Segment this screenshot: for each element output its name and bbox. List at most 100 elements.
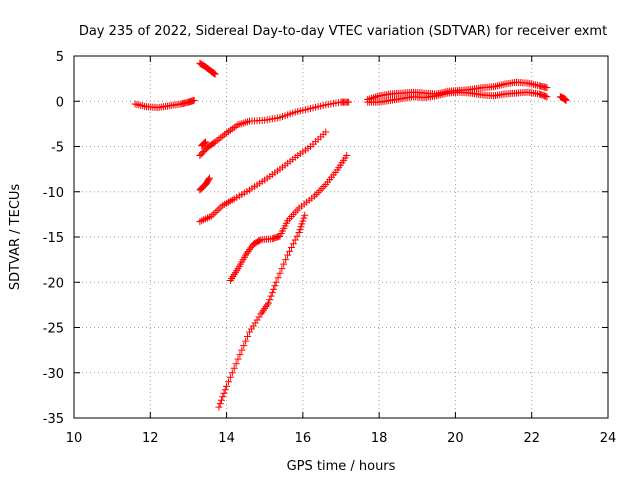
- data-point: [234, 355, 242, 363]
- data-point: [240, 119, 248, 127]
- data-point: [219, 132, 227, 140]
- x-tick-label: 10: [66, 431, 83, 446]
- data-point: [543, 84, 551, 92]
- data-point: [257, 310, 265, 318]
- series-track-8: [215, 211, 309, 411]
- data-point: [256, 236, 264, 244]
- y-tick-label: -30: [43, 367, 64, 382]
- series-track-3: [198, 138, 210, 150]
- data-point: [230, 364, 238, 372]
- data-point: [253, 316, 261, 324]
- data-point: [211, 70, 219, 78]
- data-point: [261, 304, 269, 312]
- y-tick-label: -5: [51, 141, 64, 156]
- data-point: [296, 226, 304, 234]
- data-point: [215, 403, 223, 411]
- data-point: [242, 337, 250, 345]
- data-point: [322, 128, 330, 136]
- data-point: [284, 251, 292, 259]
- y-axis-label: SDTVAR / TECUs: [8, 184, 23, 291]
- data-point: [215, 135, 223, 143]
- data-point: [298, 220, 306, 228]
- data-point: [217, 133, 225, 141]
- data-point: [274, 274, 282, 282]
- data-point: [244, 118, 252, 126]
- data-point: [287, 244, 295, 252]
- x-tick-label: 20: [447, 431, 464, 446]
- data-point: [301, 211, 309, 219]
- data-point: [243, 249, 251, 257]
- data-point: [219, 393, 227, 401]
- data-point: [202, 138, 210, 146]
- data-series: [131, 59, 570, 411]
- x-tick-label: 18: [371, 431, 388, 446]
- data-point: [190, 96, 198, 104]
- data-point: [245, 246, 253, 254]
- data-point: [299, 217, 307, 225]
- y-tick-label: -10: [43, 186, 64, 201]
- y-axis-tick-labels: 5 0 -5 -10 -15 -20 -25 -30 -35: [43, 50, 64, 427]
- data-point: [242, 251, 250, 259]
- series-track-5: [196, 174, 213, 194]
- series-track-2: [196, 59, 219, 78]
- grid: [74, 56, 608, 418]
- x-tick-label: 16: [295, 431, 312, 446]
- chart-title: Day 235 of 2022, Sidereal Day-to-day VTE…: [79, 24, 607, 39]
- data-point: [251, 319, 259, 327]
- series-track-4: [196, 98, 353, 160]
- data-point: [276, 269, 284, 277]
- x-tick-label: 22: [523, 431, 540, 446]
- data-point: [228, 369, 236, 377]
- data-point: [224, 378, 232, 386]
- y-tick-label: 0: [56, 95, 64, 110]
- data-point: [259, 306, 267, 314]
- data-point: [242, 118, 250, 126]
- data-point: [258, 308, 266, 316]
- data-point: [249, 322, 257, 330]
- axis-ticks: [73, 55, 609, 419]
- data-point: [271, 282, 279, 290]
- y-tick-label: 5: [56, 50, 64, 65]
- data-point: [267, 292, 275, 300]
- data-point: [220, 389, 228, 397]
- data-point: [268, 289, 276, 297]
- y-tick-label: -15: [43, 231, 64, 246]
- data-point: [221, 386, 229, 394]
- data-point: [293, 232, 301, 240]
- data-point: [238, 346, 246, 354]
- data-point: [562, 96, 570, 104]
- x-axis-label: GPS time / hours: [287, 459, 396, 474]
- data-point: [205, 174, 213, 182]
- data-point: [232, 360, 240, 368]
- data-point: [245, 328, 253, 336]
- data-point: [265, 299, 273, 307]
- data-point: [282, 256, 290, 264]
- data-point: [543, 93, 551, 101]
- data-point: [291, 236, 299, 244]
- data-point: [200, 139, 208, 147]
- data-point: [247, 244, 255, 252]
- series-track-6: [196, 128, 330, 226]
- y-tick-label: -20: [43, 276, 64, 291]
- data-point: [205, 175, 213, 183]
- data-point: [270, 285, 278, 293]
- data-point: [247, 325, 255, 333]
- data-point: [217, 396, 225, 404]
- data-point: [236, 351, 244, 359]
- data-point: [345, 98, 353, 106]
- data-point: [215, 205, 223, 213]
- data-point: [211, 209, 219, 217]
- data-point: [262, 303, 270, 311]
- x-tick-label: 12: [142, 431, 159, 446]
- data-point: [286, 247, 294, 255]
- data-point: [289, 240, 297, 248]
- data-point: [223, 382, 231, 390]
- y-tick-label: -25: [43, 322, 64, 337]
- data-point: [244, 247, 252, 255]
- data-point: [226, 373, 234, 381]
- data-point: [343, 152, 351, 160]
- data-point: [255, 313, 263, 321]
- series-track-11: [556, 93, 570, 104]
- data-point: [240, 342, 248, 350]
